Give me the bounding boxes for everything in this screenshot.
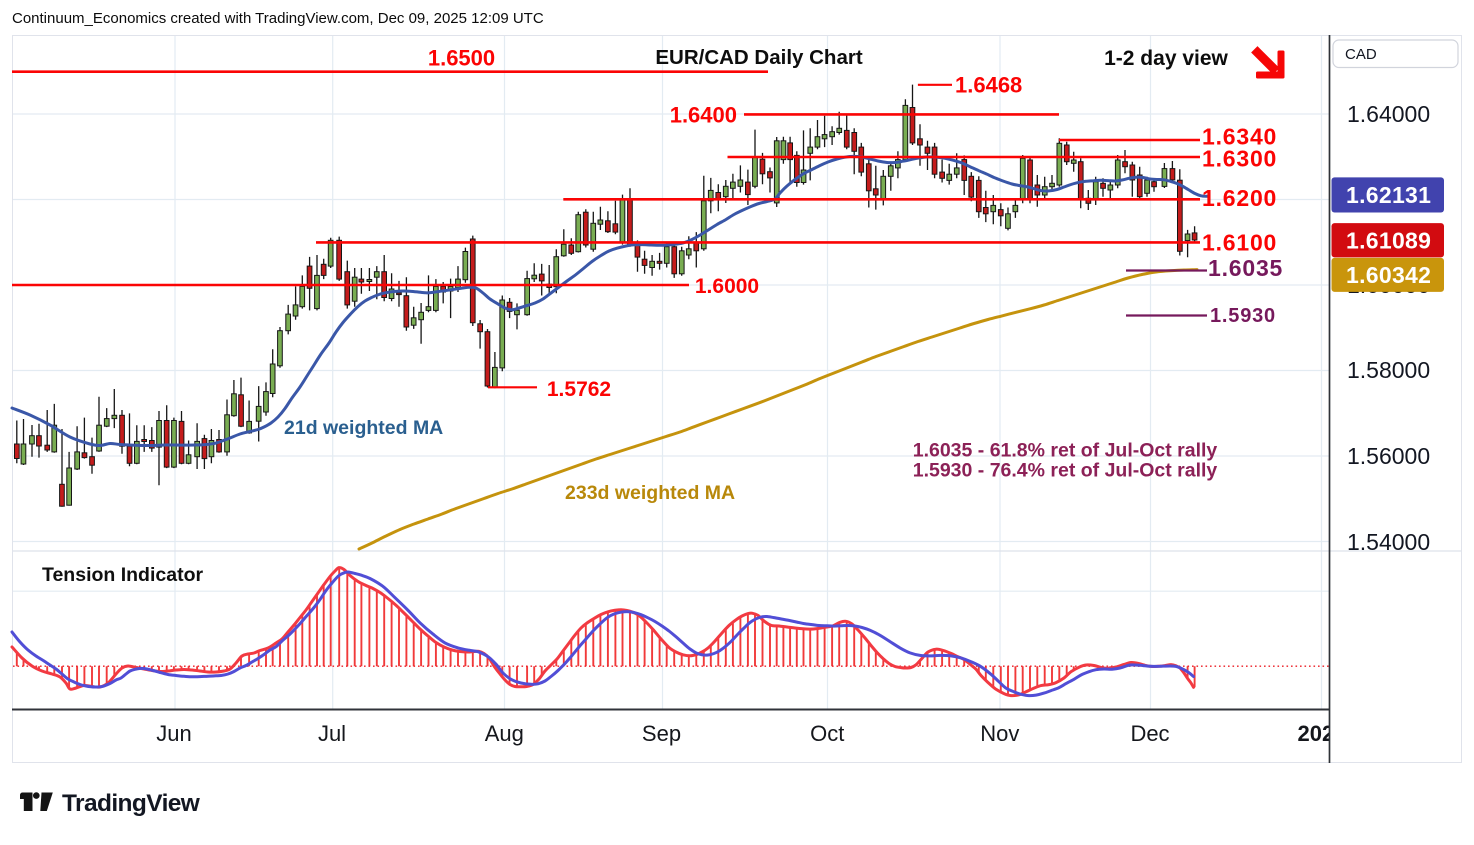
svg-text:TradingView: TradingView: [62, 790, 201, 817]
svg-text:Tension Indicator: Tension Indicator: [42, 564, 203, 586]
svg-text:1.6100: 1.6100: [1202, 230, 1277, 256]
svg-text:1-2 day view: 1-2 day view: [1104, 47, 1228, 70]
svg-text:1.5930 - 76.4% ret of Jul-Oct: 1.5930 - 76.4% ret of Jul-Oct rally: [913, 460, 1218, 482]
svg-text:2026: 2026: [1298, 721, 1347, 746]
svg-text:1.60342: 1.60342: [1346, 262, 1431, 288]
svg-text:Sep: Sep: [642, 721, 681, 746]
svg-text:1.6000: 1.6000: [695, 275, 759, 298]
svg-text:1.5762: 1.5762: [547, 378, 611, 401]
svg-text:1.6300: 1.6300: [1202, 146, 1277, 172]
svg-text:1.5930: 1.5930: [1210, 305, 1276, 327]
svg-text:1.56000: 1.56000: [1347, 443, 1430, 469]
svg-text:1.6468: 1.6468: [955, 72, 1022, 97]
svg-text:1.58000: 1.58000: [1347, 357, 1430, 383]
svg-text:Continuum_Economics created wi: Continuum_Economics created with Trading…: [12, 10, 544, 27]
svg-text:Dec: Dec: [1130, 721, 1169, 746]
svg-text:EUR/CAD Daily Chart: EUR/CAD Daily Chart: [655, 46, 862, 69]
svg-text:1.6200: 1.6200: [1202, 185, 1277, 211]
svg-text:Jun: Jun: [156, 721, 191, 746]
svg-text:233d weighted MA: 233d weighted MA: [565, 482, 735, 504]
svg-text:Aug: Aug: [485, 721, 524, 746]
svg-text:1.54000: 1.54000: [1347, 529, 1430, 555]
svg-text:CAD: CAD: [1345, 46, 1377, 63]
svg-text:21d weighted MA: 21d weighted MA: [284, 417, 443, 439]
svg-text:1.6035 - 61.8% ret of Jul-Oct: 1.6035 - 61.8% ret of Jul-Oct rally: [913, 440, 1218, 462]
svg-text:1.6035: 1.6035: [1208, 255, 1283, 281]
svg-text:1.6500: 1.6500: [428, 45, 495, 70]
svg-text:Oct: Oct: [810, 721, 844, 746]
svg-text:1.6340: 1.6340: [1202, 124, 1277, 150]
svg-text:1.62131: 1.62131: [1346, 182, 1431, 208]
svg-text:1.6400: 1.6400: [670, 102, 737, 127]
svg-text:Jul: Jul: [318, 721, 346, 746]
svg-text:1.61089: 1.61089: [1346, 227, 1431, 253]
svg-text:1.64000: 1.64000: [1347, 101, 1430, 127]
svg-text:Nov: Nov: [980, 721, 1019, 746]
